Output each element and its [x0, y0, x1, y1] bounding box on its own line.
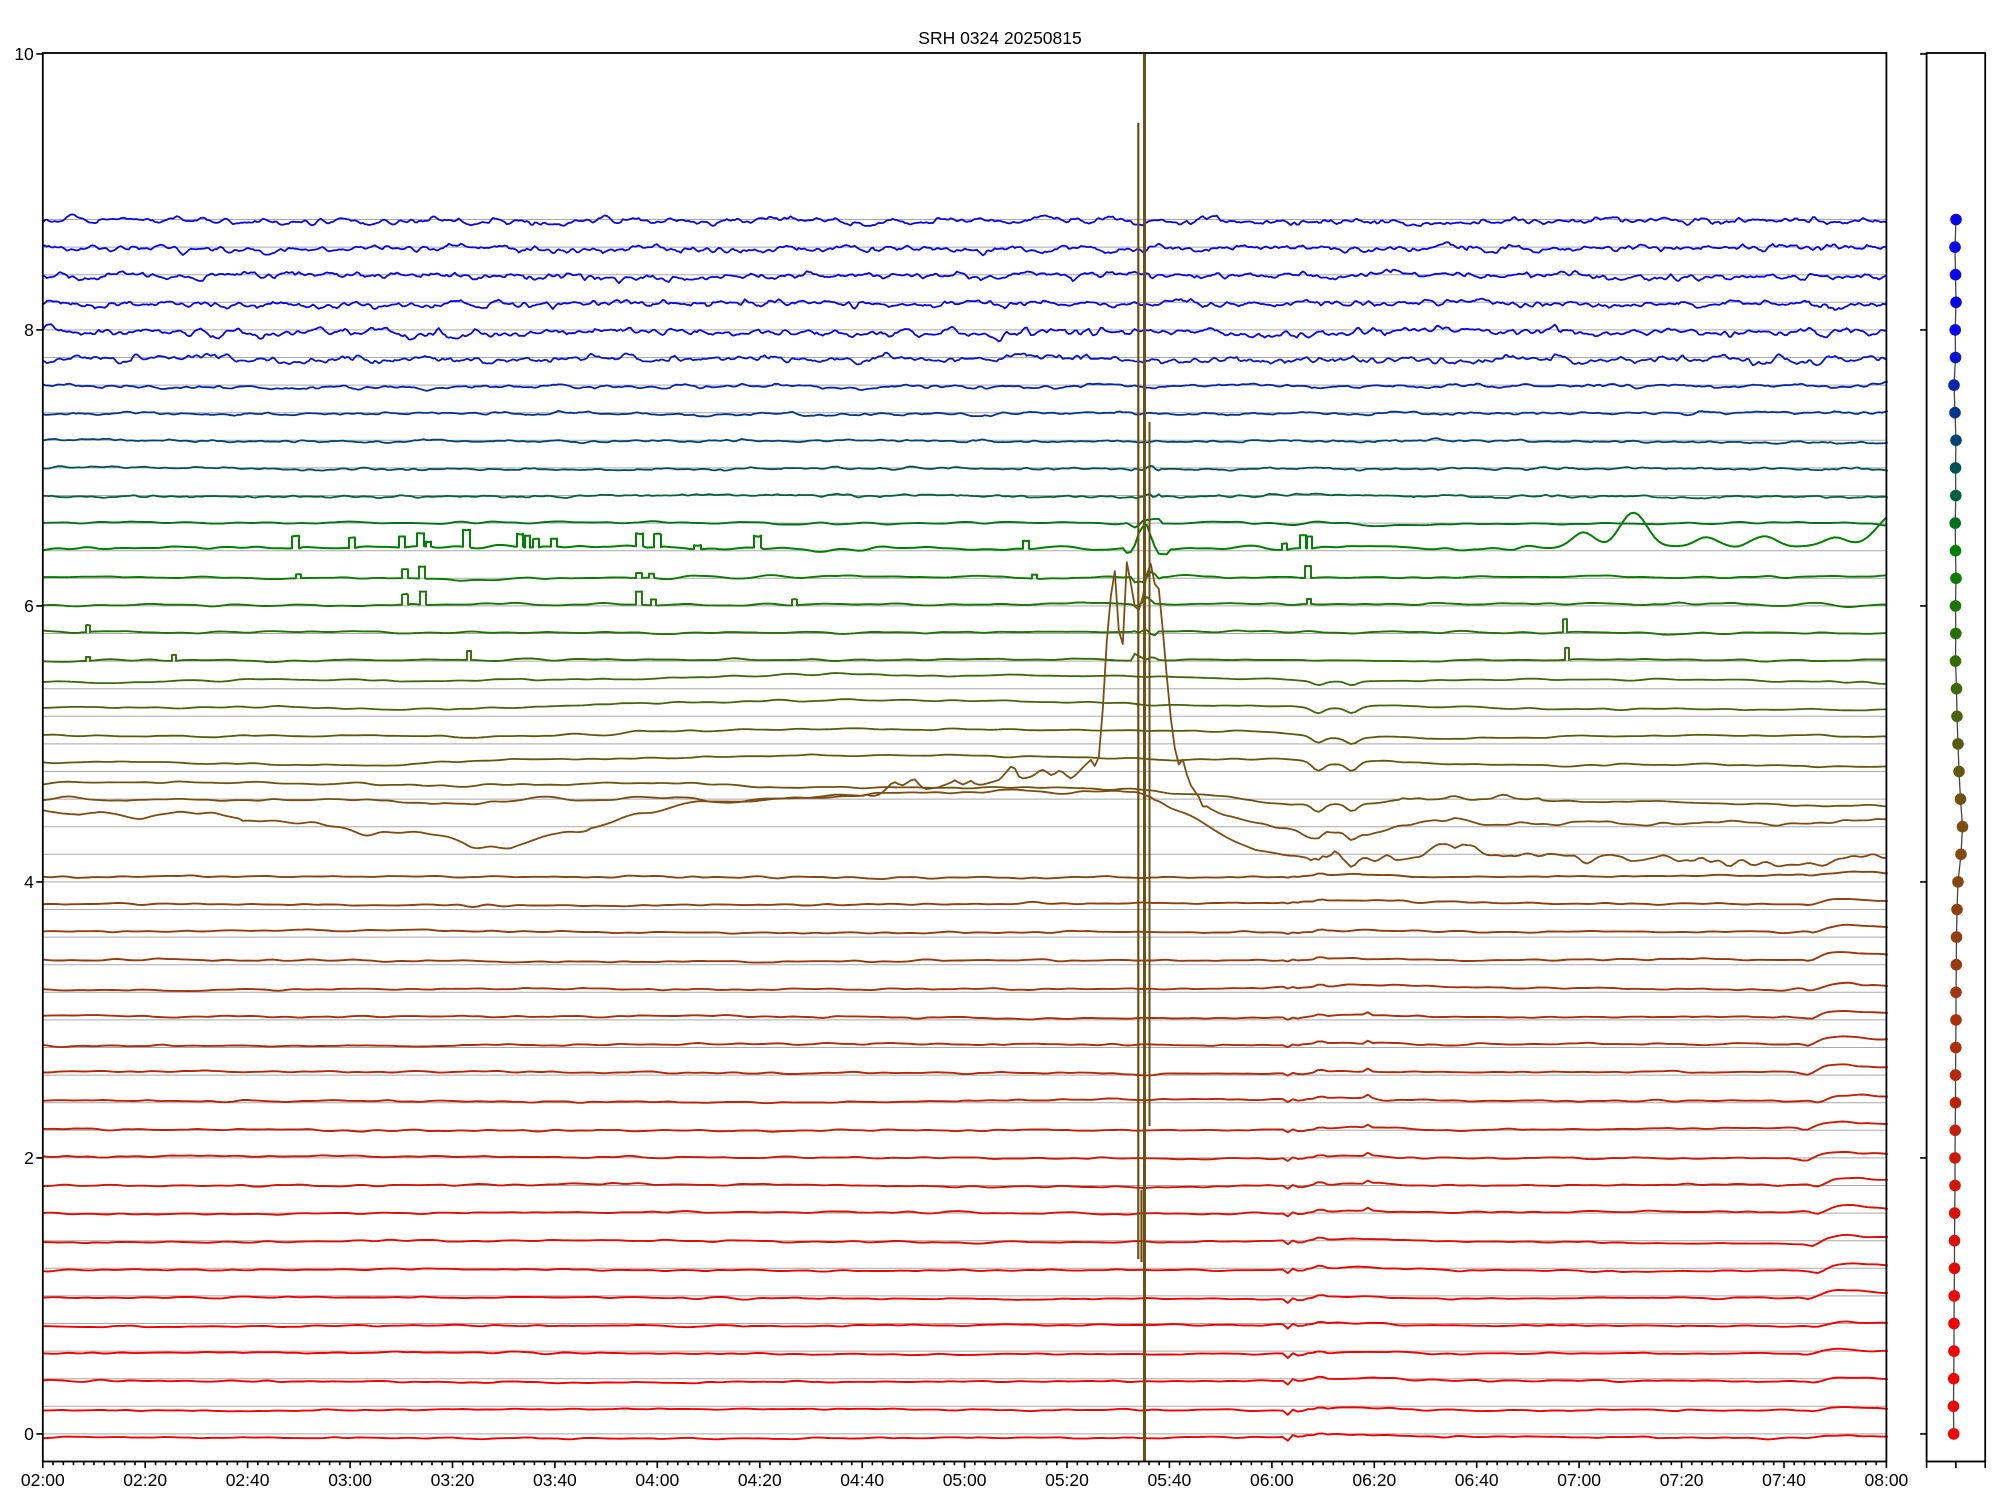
svg-text:02:40: 02:40: [226, 1470, 270, 1490]
svg-text:07:40: 07:40: [1762, 1470, 1806, 1490]
svg-text:06:40: 06:40: [1455, 1470, 1499, 1490]
svg-text:07:00: 07:00: [1557, 1470, 1601, 1490]
svg-text:08:00: 08:00: [1865, 1470, 1909, 1490]
svg-text:SRH 0324 20250815: SRH 0324 20250815: [918, 28, 1081, 48]
svg-text:4: 4: [24, 872, 34, 892]
svg-text:6: 6: [24, 596, 34, 616]
svg-text:03:40: 03:40: [533, 1470, 577, 1490]
svg-text:06:00: 06:00: [1250, 1470, 1294, 1490]
svg-text:03:00: 03:00: [328, 1470, 372, 1490]
svg-text:10: 10: [14, 44, 34, 64]
svg-text:04:20: 04:20: [738, 1470, 782, 1490]
svg-text:05:40: 05:40: [1148, 1470, 1192, 1490]
svg-text:03:20: 03:20: [431, 1470, 475, 1490]
svg-text:05:00: 05:00: [943, 1470, 987, 1490]
svg-text:04:00: 04:00: [635, 1470, 679, 1490]
svg-text:05:20: 05:20: [1045, 1470, 1089, 1490]
svg-text:0: 0: [24, 1424, 34, 1444]
svg-text:02:00: 02:00: [21, 1470, 65, 1490]
svg-text:02:20: 02:20: [123, 1470, 167, 1490]
svg-text:8: 8: [24, 320, 34, 340]
svg-text:04:40: 04:40: [840, 1470, 884, 1490]
svg-text:07:20: 07:20: [1660, 1470, 1704, 1490]
svg-text:2: 2: [24, 1148, 34, 1168]
svg-text:06:20: 06:20: [1352, 1470, 1396, 1490]
